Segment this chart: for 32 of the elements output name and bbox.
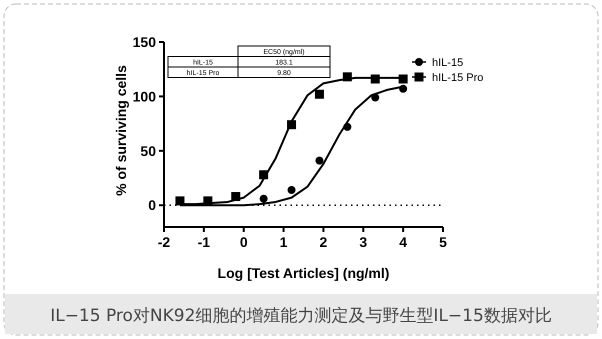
point [315,156,324,165]
x-tick-label: 4 [399,234,408,250]
x-tick-label: 0 [240,234,248,250]
point [343,122,352,131]
y-tick-label: 0 [148,197,156,214]
x-tick-label: -2 [158,234,170,250]
y-tick-label: 100 [132,88,156,104]
y-tick-label: 50 [140,142,156,159]
point [398,74,408,84]
x-tick-label: 1 [280,234,288,250]
x-tick-label: 5 [439,234,448,250]
text: IL−15 Pro对NK92细胞的增殖能力测定及与野生型IL−15数据对比 [50,306,552,326]
point [203,196,212,206]
legend-label: hIL-15 Pro [432,72,484,84]
legend-label: hIL-15 [432,57,464,69]
point [342,72,352,82]
y-tick-label: 150 [132,34,156,50]
point [259,170,268,180]
point [287,120,296,130]
point [371,94,380,102]
point [288,186,296,194]
point [399,84,408,93]
point [314,90,324,99]
x-tick-label: 3 [359,234,368,250]
x-tick-label: -1 [198,234,210,250]
point [260,194,268,203]
y-axis-title: % of surviving cells [113,64,129,196]
x-axis-title: Log [Test Articles] (ng/ml) [218,265,390,281]
x-tick-label: 2 [320,234,328,250]
point [370,74,380,84]
point [175,196,184,206]
point [231,192,240,202]
